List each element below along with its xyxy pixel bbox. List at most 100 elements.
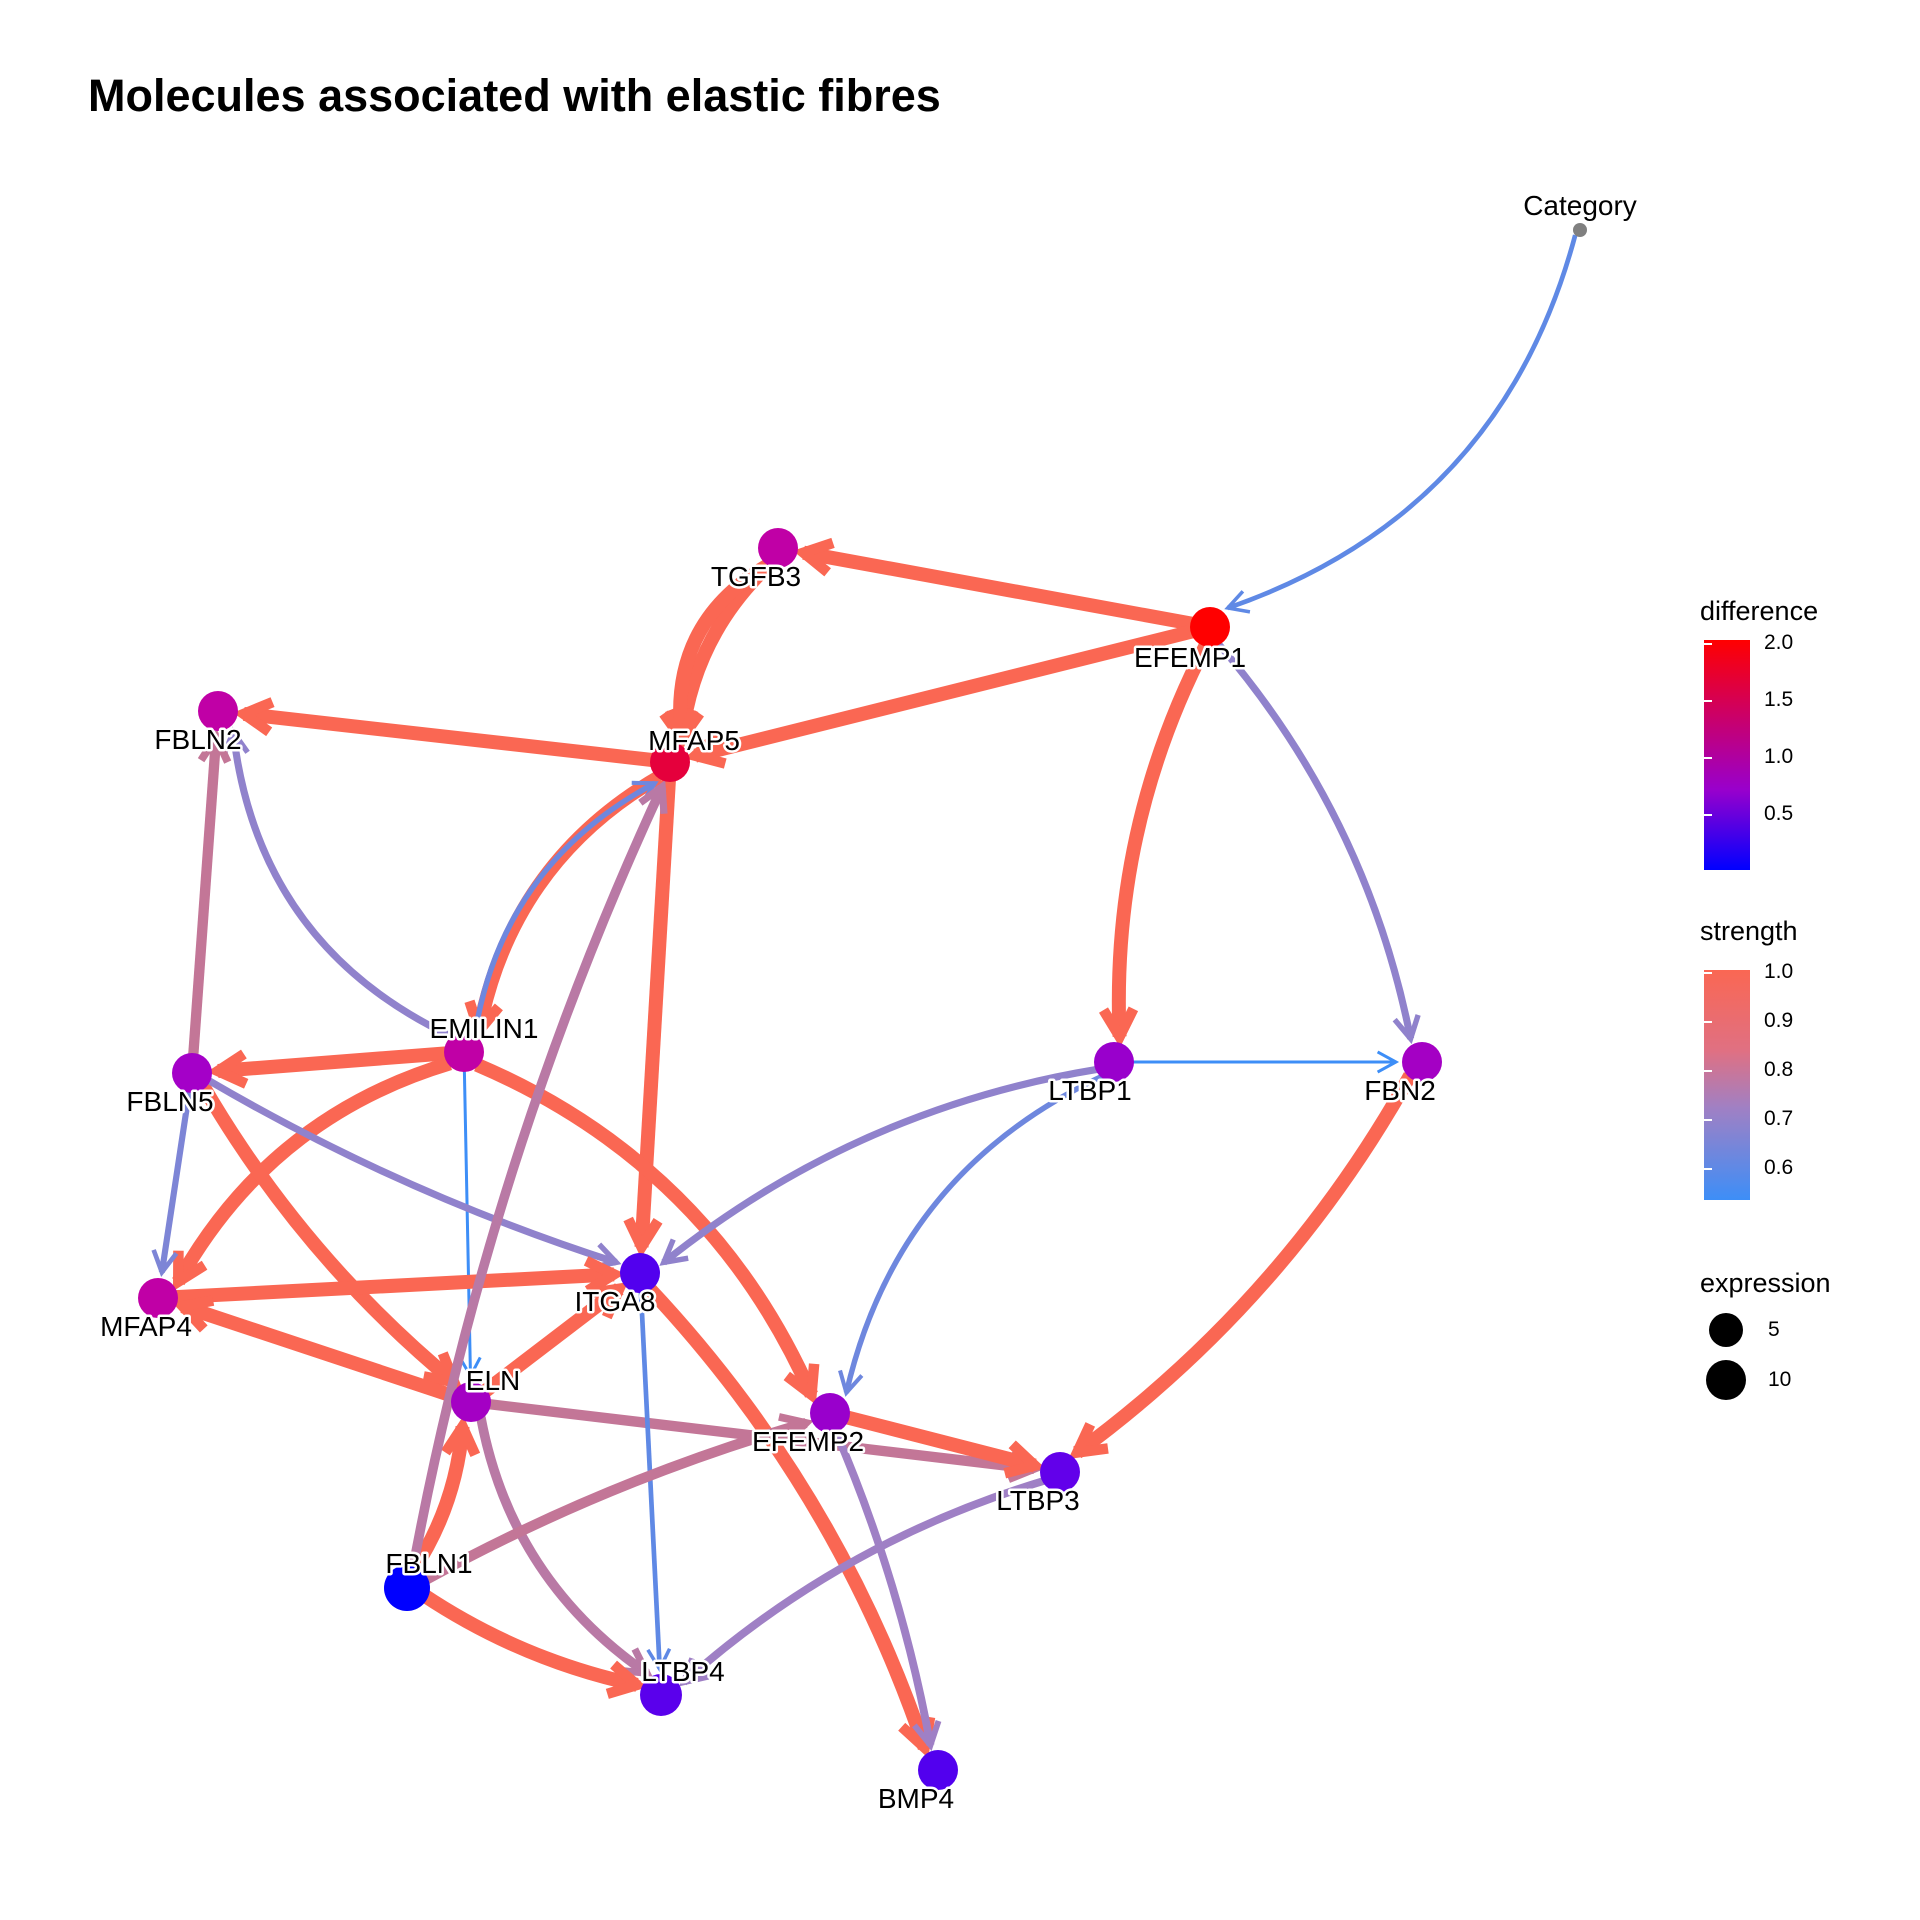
edge-efemp1-to-ltbp1 xyxy=(1099,641,1213,1048)
edge-efemp1-to-mfap5 xyxy=(684,624,1195,769)
strength-tick-label: 0.8 xyxy=(1764,1058,1794,1081)
edge-efemp1-to-tgfb3 xyxy=(792,537,1194,631)
expression-dot-large xyxy=(1706,1360,1746,1400)
difference-tick-mark xyxy=(1704,643,1712,645)
strength-tick-label: 0.6 xyxy=(1764,1156,1794,1179)
edges-layer xyxy=(151,234,1578,1759)
node-label-fbln2: FBLN2 xyxy=(154,724,241,755)
nodes-layer xyxy=(138,223,1587,1790)
node-label-mfap4: MFAP4 xyxy=(100,1311,192,1342)
edge-efemp2-to-bmp4 xyxy=(831,1428,942,1752)
strength-tick-label: 0.9 xyxy=(1764,1009,1794,1032)
edge-ltbp1-to-itga8 xyxy=(659,1065,1099,1266)
edge-fbln1-to-ltbp4 xyxy=(419,1589,648,1699)
node-label-fbn2: FBN2 xyxy=(1364,1075,1436,1106)
node-label-bmp4: BMP4 xyxy=(878,1783,954,1814)
node-ltbp3 xyxy=(1040,1452,1080,1492)
node-mfap4 xyxy=(138,1278,178,1318)
strength-tick-mark xyxy=(1704,972,1712,974)
edge-eln-to-itga8 xyxy=(481,1282,628,1397)
edge-emilin1-to-mfap5 xyxy=(471,780,659,1038)
edge-category-to-efemp1 xyxy=(1224,234,1578,614)
node-fbln5 xyxy=(172,1053,212,1093)
node-mfap5 xyxy=(650,742,690,782)
node-label-ltbp4: LTBP4 xyxy=(641,1656,725,1687)
node-label-fbln1: FBLN1 xyxy=(385,1548,472,1579)
node-label-emilin1: EMILIN1 xyxy=(430,1013,539,1044)
strength-tick-mark xyxy=(1704,1119,1712,1121)
node-label-mfap5: MFAP5 xyxy=(648,725,740,756)
node-label-efemp2: EFEMP2 xyxy=(752,1426,864,1457)
edge-emilin1-to-fbln5 xyxy=(207,1046,447,1089)
edge-ltbp3-to-ltbp4 xyxy=(679,1477,1046,1687)
node-label-category: Category xyxy=(1523,190,1637,221)
node-category xyxy=(1573,223,1587,237)
node-eln xyxy=(451,1382,491,1422)
node-fbn2 xyxy=(1402,1042,1442,1082)
edge-fbln1-to-efemp2 xyxy=(421,1413,814,1586)
legend-strength-title: strength xyxy=(1700,916,1798,946)
node-label-efemp1: EFEMP1 xyxy=(1134,642,1246,673)
difference-tick-mark xyxy=(1704,700,1712,702)
strength-tick-label: 0.7 xyxy=(1764,1107,1794,1130)
node-label-fbln5: FBLN5 xyxy=(126,1086,213,1117)
node-label-ltbp3: LTBP3 xyxy=(996,1485,1080,1516)
node-fbln1 xyxy=(384,1565,430,1611)
difference-tick-label: 1.5 xyxy=(1764,688,1794,711)
edge-fbn2-to-ltbp3 xyxy=(1068,1072,1417,1459)
node-fbln2 xyxy=(198,691,238,731)
edge-mfap5-to-fbln2 xyxy=(233,697,653,767)
edge-ltbp1-to-fbn2 xyxy=(1132,1050,1400,1074)
node-efemp2 xyxy=(810,1393,850,1433)
legend-expression: expression xyxy=(1700,1268,1831,1299)
legend-difference-title: difference xyxy=(1700,596,1819,626)
node-emilin1 xyxy=(444,1032,484,1072)
node-ltbp1 xyxy=(1094,1042,1134,1082)
strength-tick-label: 1.0 xyxy=(1764,960,1794,983)
chart-title: Molecules associated with elastic fibres xyxy=(88,70,941,121)
expression-tick-label: 10 xyxy=(1768,1368,1792,1391)
difference-tick-label: 2.0 xyxy=(1764,631,1794,654)
edge-fbln5-to-eln xyxy=(197,1083,463,1390)
legend-strength: strength xyxy=(1700,916,1798,947)
expression-dot-small xyxy=(1709,1313,1743,1347)
difference-tick-mark xyxy=(1704,757,1712,759)
legend-expression-title: expression xyxy=(1700,1268,1831,1298)
difference-tick-label: 0.5 xyxy=(1764,802,1794,825)
edge-eln-to-mfap4 xyxy=(172,1295,457,1403)
strength-colorbar xyxy=(1704,970,1750,1200)
node-itga8 xyxy=(620,1253,660,1293)
node-label-tgfb3: TGFB3 xyxy=(711,561,801,592)
difference-colorbar xyxy=(1704,640,1750,870)
node-label-itga8: ITGA8 xyxy=(575,1286,656,1317)
edge-efemp2-to-ltbp3 xyxy=(845,1410,1046,1479)
labels-layer: Category EFEMP1 TGFB3 MFAP5 FBLN2 EMILIN1 FBLN… xyxy=(98,188,1640,1817)
strength-tick-mark xyxy=(1704,1021,1712,1023)
edge-fbln5-to-mfap4 xyxy=(151,1090,193,1278)
edge-ltbp1-to-efemp2 xyxy=(838,1073,1104,1397)
node-bmp4 xyxy=(918,1750,958,1790)
edge-fbln5-to-fbln2 xyxy=(188,728,232,1056)
strength-tick-mark xyxy=(1704,1168,1712,1170)
edge-mfap4-to-itga8 xyxy=(175,1256,625,1305)
node-label-ltbp1: LTBP1 xyxy=(1048,1075,1132,1106)
node-ltbp4 xyxy=(640,1674,682,1716)
legend-difference: difference xyxy=(1700,596,1818,627)
expression-tick-label: 5 xyxy=(1768,1318,1780,1341)
edge-emilin1-to-eln xyxy=(458,1069,482,1380)
edge-emilin1-to-fbln2 xyxy=(221,726,455,1041)
difference-tick-label: 1.0 xyxy=(1764,745,1794,768)
difference-tick-mark xyxy=(1704,814,1712,816)
edge-efemp1-to-fbn2 xyxy=(1215,640,1421,1045)
node-efemp1 xyxy=(1190,607,1230,647)
edge-tgfb3-to-mfap5 xyxy=(659,557,774,750)
node-label-eln: ELN xyxy=(466,1365,520,1396)
edge-fbln1-to-eln xyxy=(407,1415,481,1575)
edge-mfap5-to-itga8 xyxy=(623,779,676,1258)
node-tgfb3 xyxy=(758,528,798,568)
edge-mfap5-to-emilin1 xyxy=(464,770,664,1042)
strength-tick-mark xyxy=(1704,1070,1712,1072)
edge-emilin1-to-mfap4 xyxy=(172,1056,452,1292)
edge-fbln1-to-mfap5 xyxy=(407,779,668,1572)
